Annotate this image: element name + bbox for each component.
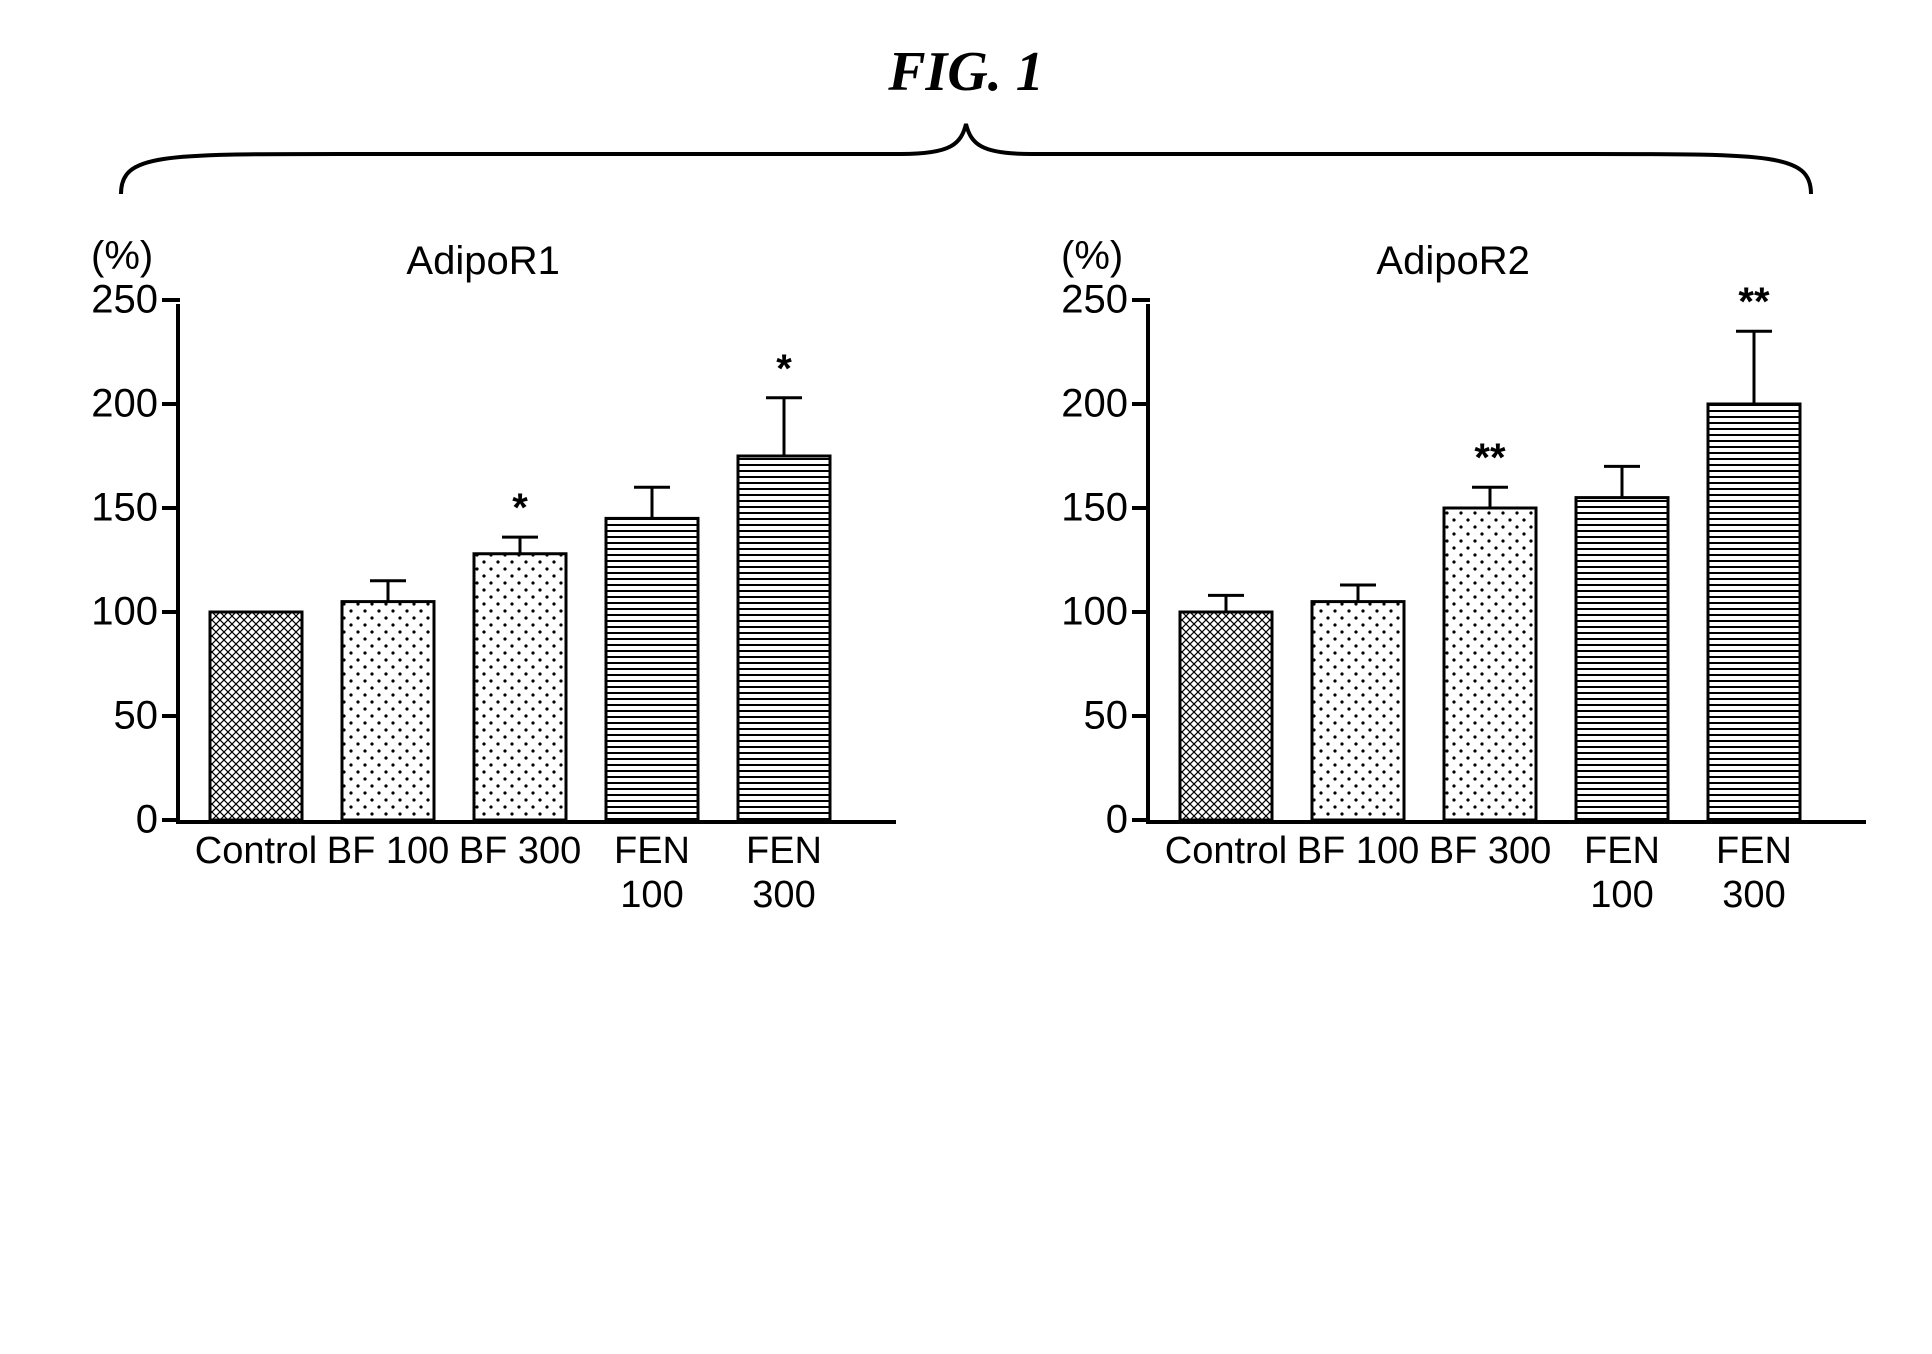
y-tick-label: 50	[1084, 694, 1129, 739]
y-tick-label: 200	[91, 382, 158, 427]
plot-area: 050100150200250ControlBF 100**BF 300FEN …	[1146, 304, 1866, 824]
y-tick	[162, 402, 180, 406]
x-tick-label: FEN 100	[614, 830, 690, 917]
y-tick-label: 250	[1061, 278, 1128, 323]
chart-title: AdipoR2	[1376, 239, 1529, 284]
y-tick-label: 50	[114, 694, 159, 739]
bar	[474, 554, 566, 820]
chart-title: AdipoR1	[406, 239, 559, 284]
x-tick-label: Control	[195, 830, 318, 874]
y-tick	[162, 298, 180, 302]
bar	[606, 518, 698, 820]
y-tick-label: 100	[91, 590, 158, 635]
bar	[1180, 612, 1272, 820]
y-tick	[162, 506, 180, 510]
y-tick	[1132, 818, 1150, 822]
bar	[738, 456, 830, 820]
plot-area: 050100150200250ControlBF 100*BF 300FEN 1…	[176, 304, 896, 824]
chart-1: (%) AdipoR2 050100150200250ControlBF 100**…	[1036, 234, 1866, 824]
y-tick	[162, 818, 180, 822]
figure-container: FIG. 1 (%)AdipoR1050100150200250Control	[41, 40, 1891, 824]
bar	[342, 602, 434, 820]
x-tick-label: Control	[1165, 830, 1288, 874]
y-tick-label: 100	[1061, 590, 1128, 635]
bar	[1312, 602, 1404, 820]
y-unit-label: (%)	[91, 234, 153, 279]
figure-brace	[41, 114, 1891, 204]
y-tick	[1132, 610, 1150, 614]
y-tick-label: 250	[91, 278, 158, 323]
bar	[1576, 498, 1668, 820]
y-tick	[1132, 506, 1150, 510]
x-tick-label: FEN 100	[1584, 830, 1660, 917]
y-tick-label: 150	[1061, 486, 1128, 531]
bar	[1708, 404, 1800, 820]
figure-title: FIG. 1	[41, 40, 1891, 104]
charts-row: (%) AdipoR1 050100150200250ControlBF 100*B…	[41, 234, 1891, 824]
bar	[1444, 508, 1536, 820]
significance-marker: *	[512, 486, 528, 531]
x-tick-label: FEN 300	[746, 830, 822, 917]
y-tick	[162, 714, 180, 718]
x-tick-label: BF 100	[1297, 830, 1420, 874]
bar	[210, 612, 302, 820]
significance-marker: **	[1474, 436, 1505, 481]
chart-0: (%) AdipoR1 050100150200250ControlBF 100*B…	[66, 234, 896, 824]
x-tick-label: BF 100	[327, 830, 450, 874]
x-tick-label: BF 300	[459, 830, 582, 874]
x-tick-label: FEN 300	[1716, 830, 1792, 917]
y-tick	[1132, 402, 1150, 406]
y-tick-label: 0	[1106, 798, 1128, 843]
y-unit-label: (%)	[1061, 234, 1123, 279]
significance-marker: **	[1738, 280, 1769, 325]
y-tick-label: 200	[1061, 382, 1128, 427]
y-tick	[1132, 714, 1150, 718]
y-tick	[162, 610, 180, 614]
significance-marker: *	[776, 347, 792, 392]
x-tick-label: BF 300	[1429, 830, 1552, 874]
bars-layer	[1150, 300, 1870, 820]
y-tick	[1132, 298, 1150, 302]
y-tick-label: 150	[91, 486, 158, 531]
y-tick-label: 0	[136, 798, 158, 843]
